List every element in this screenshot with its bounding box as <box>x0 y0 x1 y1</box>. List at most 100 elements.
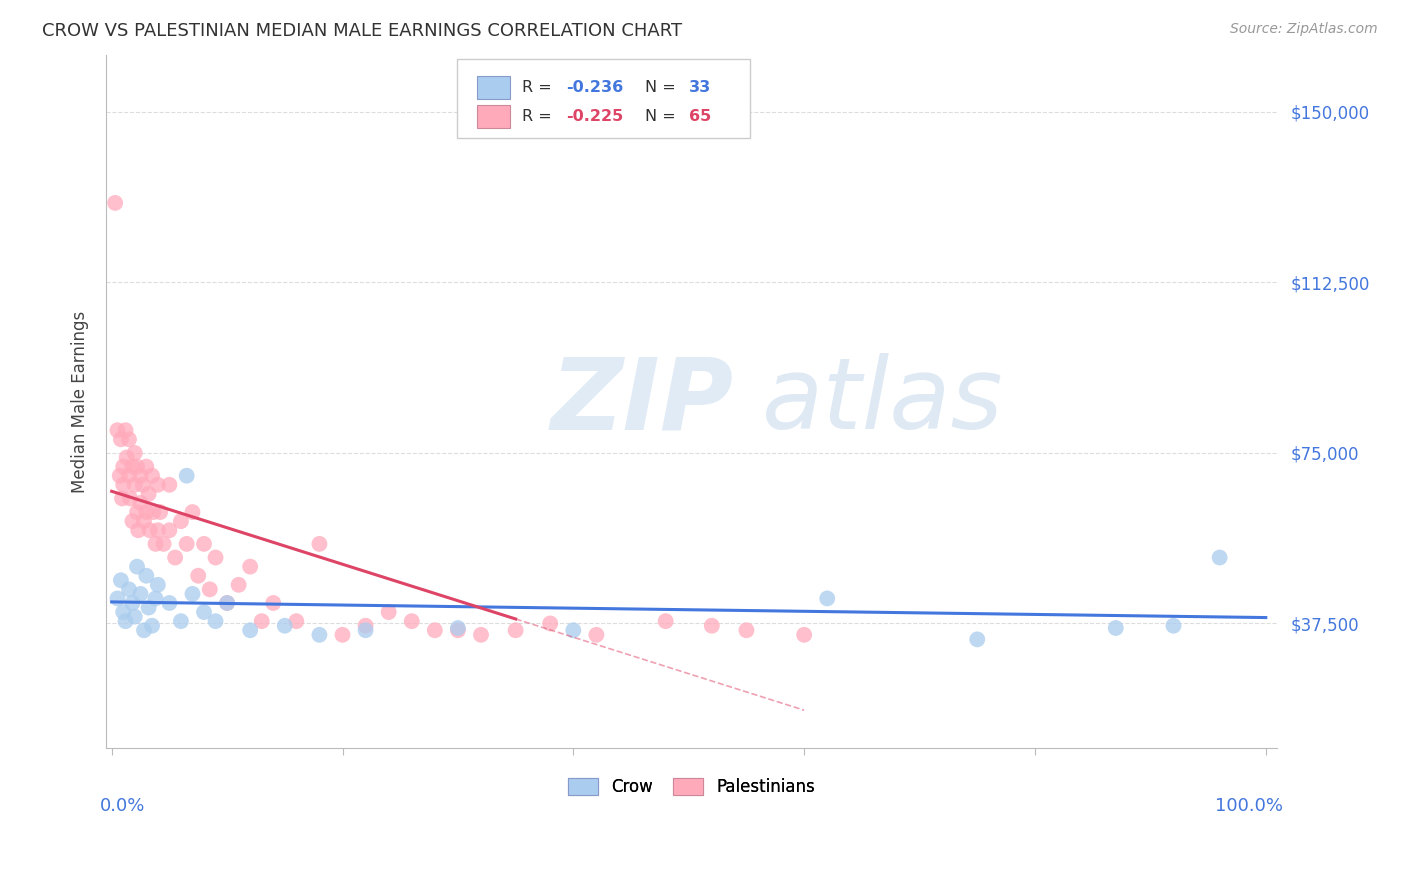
Point <box>538 616 561 631</box>
Point <box>187 568 209 582</box>
Point <box>262 596 284 610</box>
Point <box>447 624 470 638</box>
Point <box>110 433 132 447</box>
Point <box>204 550 226 565</box>
Point <box>141 468 163 483</box>
Point <box>1163 618 1185 632</box>
Text: Source: ZipAtlas.com: Source: ZipAtlas.com <box>1230 22 1378 37</box>
Point <box>112 605 135 619</box>
Point <box>141 618 163 632</box>
Point <box>217 596 239 610</box>
Point <box>108 468 131 483</box>
Text: R =: R = <box>522 80 557 95</box>
Text: -0.225: -0.225 <box>567 109 623 124</box>
FancyBboxPatch shape <box>457 59 751 138</box>
Point <box>145 537 167 551</box>
Point <box>285 614 308 628</box>
Point <box>112 477 135 491</box>
Text: ZIP: ZIP <box>551 353 734 450</box>
Point <box>121 514 143 528</box>
Point <box>104 195 127 210</box>
Point <box>793 628 815 642</box>
Point <box>114 614 136 628</box>
Point <box>735 624 758 638</box>
Point <box>193 605 215 619</box>
Point <box>125 505 148 519</box>
Point <box>204 614 226 628</box>
Point <box>332 628 354 642</box>
Point <box>165 550 187 565</box>
Point <box>111 491 134 506</box>
Text: CROW VS PALESTINIAN MEDIAN MALE EARNINGS CORRELATION CHART: CROW VS PALESTINIAN MEDIAN MALE EARNINGS… <box>42 22 682 40</box>
Point <box>815 591 838 606</box>
Point <box>146 578 169 592</box>
Text: 100.0%: 100.0% <box>1215 797 1284 815</box>
Point <box>176 468 198 483</box>
Text: atlas: atlas <box>762 353 1004 450</box>
Text: -0.236: -0.236 <box>567 80 623 95</box>
Point <box>470 628 492 642</box>
Point <box>239 559 262 574</box>
Point <box>198 582 221 597</box>
Point <box>1105 621 1128 635</box>
Point <box>1208 550 1230 565</box>
Point <box>124 609 146 624</box>
Text: N =: N = <box>645 80 681 95</box>
Point <box>115 450 138 465</box>
Legend: Crow, Palestinians: Crow, Palestinians <box>561 771 823 803</box>
Point <box>114 423 136 437</box>
Point <box>107 591 129 606</box>
Y-axis label: Median Male Earnings: Median Male Earnings <box>72 310 89 493</box>
Point <box>157 477 180 491</box>
Point <box>170 514 193 528</box>
Text: 33: 33 <box>689 80 711 95</box>
Point <box>118 582 141 597</box>
Text: N =: N = <box>645 109 681 124</box>
Point <box>505 624 527 638</box>
Point <box>124 477 146 491</box>
Point <box>132 514 155 528</box>
Point <box>110 574 132 588</box>
Point <box>121 596 143 610</box>
Point <box>125 559 148 574</box>
Point <box>354 624 377 638</box>
Point <box>181 505 204 519</box>
Point <box>157 523 180 537</box>
Point <box>250 614 273 628</box>
Point <box>217 596 239 610</box>
Point <box>127 523 149 537</box>
Point <box>124 446 146 460</box>
Point <box>107 423 129 437</box>
FancyBboxPatch shape <box>477 76 510 99</box>
Point <box>228 578 250 592</box>
Point <box>142 505 165 519</box>
Point <box>129 587 152 601</box>
Point <box>132 624 155 638</box>
Point <box>135 505 157 519</box>
Point <box>121 459 143 474</box>
Point <box>193 537 215 551</box>
Point <box>135 459 157 474</box>
FancyBboxPatch shape <box>477 105 510 128</box>
Point <box>120 491 142 506</box>
Point <box>146 477 169 491</box>
Point <box>562 624 585 638</box>
Point <box>118 433 141 447</box>
Point <box>112 459 135 474</box>
Point <box>145 591 167 606</box>
Point <box>654 614 676 628</box>
Point <box>118 468 141 483</box>
Point <box>239 624 262 638</box>
Text: 0.0%: 0.0% <box>100 797 145 815</box>
Point <box>170 614 193 628</box>
Point <box>129 496 152 510</box>
Point <box>308 628 330 642</box>
Point <box>966 632 988 647</box>
Point <box>181 587 204 601</box>
Point <box>146 523 169 537</box>
Point <box>274 618 297 632</box>
Point <box>401 614 423 628</box>
Point <box>129 468 152 483</box>
Point <box>447 621 470 635</box>
Point <box>308 537 330 551</box>
